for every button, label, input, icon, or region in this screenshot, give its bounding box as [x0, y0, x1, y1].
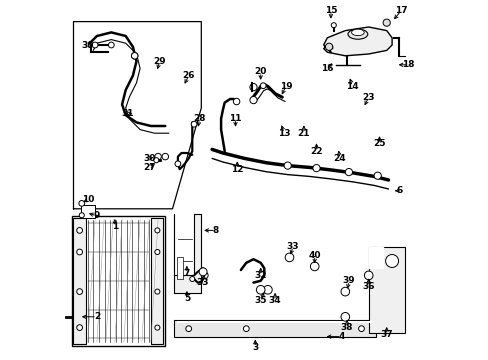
- Text: 18: 18: [401, 60, 414, 69]
- Circle shape: [155, 325, 160, 330]
- Text: 3: 3: [252, 343, 258, 352]
- Circle shape: [155, 153, 161, 160]
- Ellipse shape: [351, 29, 364, 36]
- Text: 27: 27: [142, 163, 155, 172]
- Text: 21: 21: [297, 129, 309, 138]
- Text: 12: 12: [230, 165, 243, 174]
- Text: 16: 16: [321, 64, 333, 73]
- Bar: [81, 205, 95, 218]
- Text: 34: 34: [268, 296, 281, 305]
- Text: 40: 40: [308, 251, 320, 260]
- Circle shape: [77, 249, 82, 255]
- Circle shape: [345, 168, 352, 176]
- Circle shape: [312, 165, 320, 172]
- Circle shape: [340, 312, 349, 321]
- Circle shape: [310, 262, 318, 271]
- Text: 11: 11: [229, 114, 241, 123]
- Circle shape: [249, 96, 257, 104]
- Text: 30: 30: [142, 154, 155, 163]
- Text: 17: 17: [394, 6, 407, 15]
- Text: 14: 14: [346, 82, 358, 91]
- Bar: [151, 218, 163, 344]
- Text: 24: 24: [333, 154, 346, 163]
- Circle shape: [108, 42, 114, 48]
- Text: 31: 31: [121, 109, 134, 118]
- Circle shape: [260, 83, 265, 89]
- Text: 10: 10: [81, 195, 94, 204]
- Circle shape: [358, 326, 364, 332]
- Text: 25: 25: [372, 139, 385, 148]
- Circle shape: [131, 53, 138, 59]
- Circle shape: [175, 161, 181, 167]
- Text: 32: 32: [254, 271, 266, 280]
- Circle shape: [340, 287, 349, 296]
- Polygon shape: [174, 214, 201, 293]
- Circle shape: [155, 249, 160, 255]
- Text: 9: 9: [94, 211, 100, 220]
- Circle shape: [189, 276, 194, 282]
- Text: 2: 2: [94, 312, 100, 321]
- Bar: [72, 216, 165, 346]
- Circle shape: [77, 289, 82, 294]
- Circle shape: [233, 98, 239, 105]
- Text: 13: 13: [277, 129, 290, 138]
- Ellipse shape: [347, 29, 367, 39]
- Bar: [177, 257, 182, 279]
- Text: 38: 38: [340, 323, 353, 332]
- Circle shape: [325, 43, 332, 50]
- Circle shape: [373, 172, 381, 179]
- Circle shape: [256, 285, 264, 294]
- Bar: [368, 247, 404, 333]
- Text: 30: 30: [81, 40, 94, 49]
- Circle shape: [92, 42, 98, 48]
- Circle shape: [385, 255, 398, 267]
- Text: 33: 33: [197, 278, 209, 287]
- Circle shape: [131, 53, 138, 59]
- Circle shape: [155, 228, 160, 233]
- Circle shape: [79, 213, 84, 218]
- Circle shape: [155, 289, 160, 294]
- Text: 20: 20: [254, 68, 266, 77]
- Text: 29: 29: [153, 57, 166, 66]
- Circle shape: [364, 271, 372, 280]
- Circle shape: [77, 228, 82, 233]
- Text: 5: 5: [183, 294, 190, 303]
- Circle shape: [185, 326, 191, 332]
- Circle shape: [330, 23, 336, 28]
- Circle shape: [79, 201, 84, 206]
- Text: 4: 4: [338, 332, 344, 341]
- Polygon shape: [73, 22, 201, 209]
- Circle shape: [191, 121, 197, 127]
- Text: 19: 19: [279, 82, 292, 91]
- Bar: [73, 218, 86, 344]
- Text: 36: 36: [362, 282, 374, 291]
- Circle shape: [284, 162, 291, 169]
- Text: 22: 22: [309, 147, 322, 156]
- Circle shape: [199, 268, 206, 276]
- Circle shape: [201, 272, 208, 279]
- Text: 37: 37: [380, 330, 392, 339]
- Text: 7: 7: [183, 269, 190, 278]
- Text: 15: 15: [324, 6, 336, 15]
- Circle shape: [162, 153, 168, 160]
- Circle shape: [382, 19, 389, 26]
- Circle shape: [285, 253, 293, 262]
- Text: 23: 23: [362, 93, 374, 102]
- Text: 1: 1: [112, 222, 118, 231]
- Text: 35: 35: [254, 296, 266, 305]
- Circle shape: [243, 326, 249, 332]
- Circle shape: [153, 158, 159, 163]
- Bar: [174, 320, 375, 337]
- Circle shape: [77, 325, 82, 330]
- Text: 33: 33: [286, 242, 299, 251]
- Polygon shape: [368, 247, 382, 268]
- Text: 39: 39: [342, 276, 354, 285]
- Polygon shape: [323, 27, 391, 56]
- Circle shape: [249, 84, 257, 91]
- Text: 28: 28: [193, 114, 205, 123]
- Text: 6: 6: [395, 186, 402, 195]
- Text: 26: 26: [182, 71, 195, 80]
- Text: 8: 8: [212, 226, 218, 235]
- Circle shape: [263, 285, 272, 294]
